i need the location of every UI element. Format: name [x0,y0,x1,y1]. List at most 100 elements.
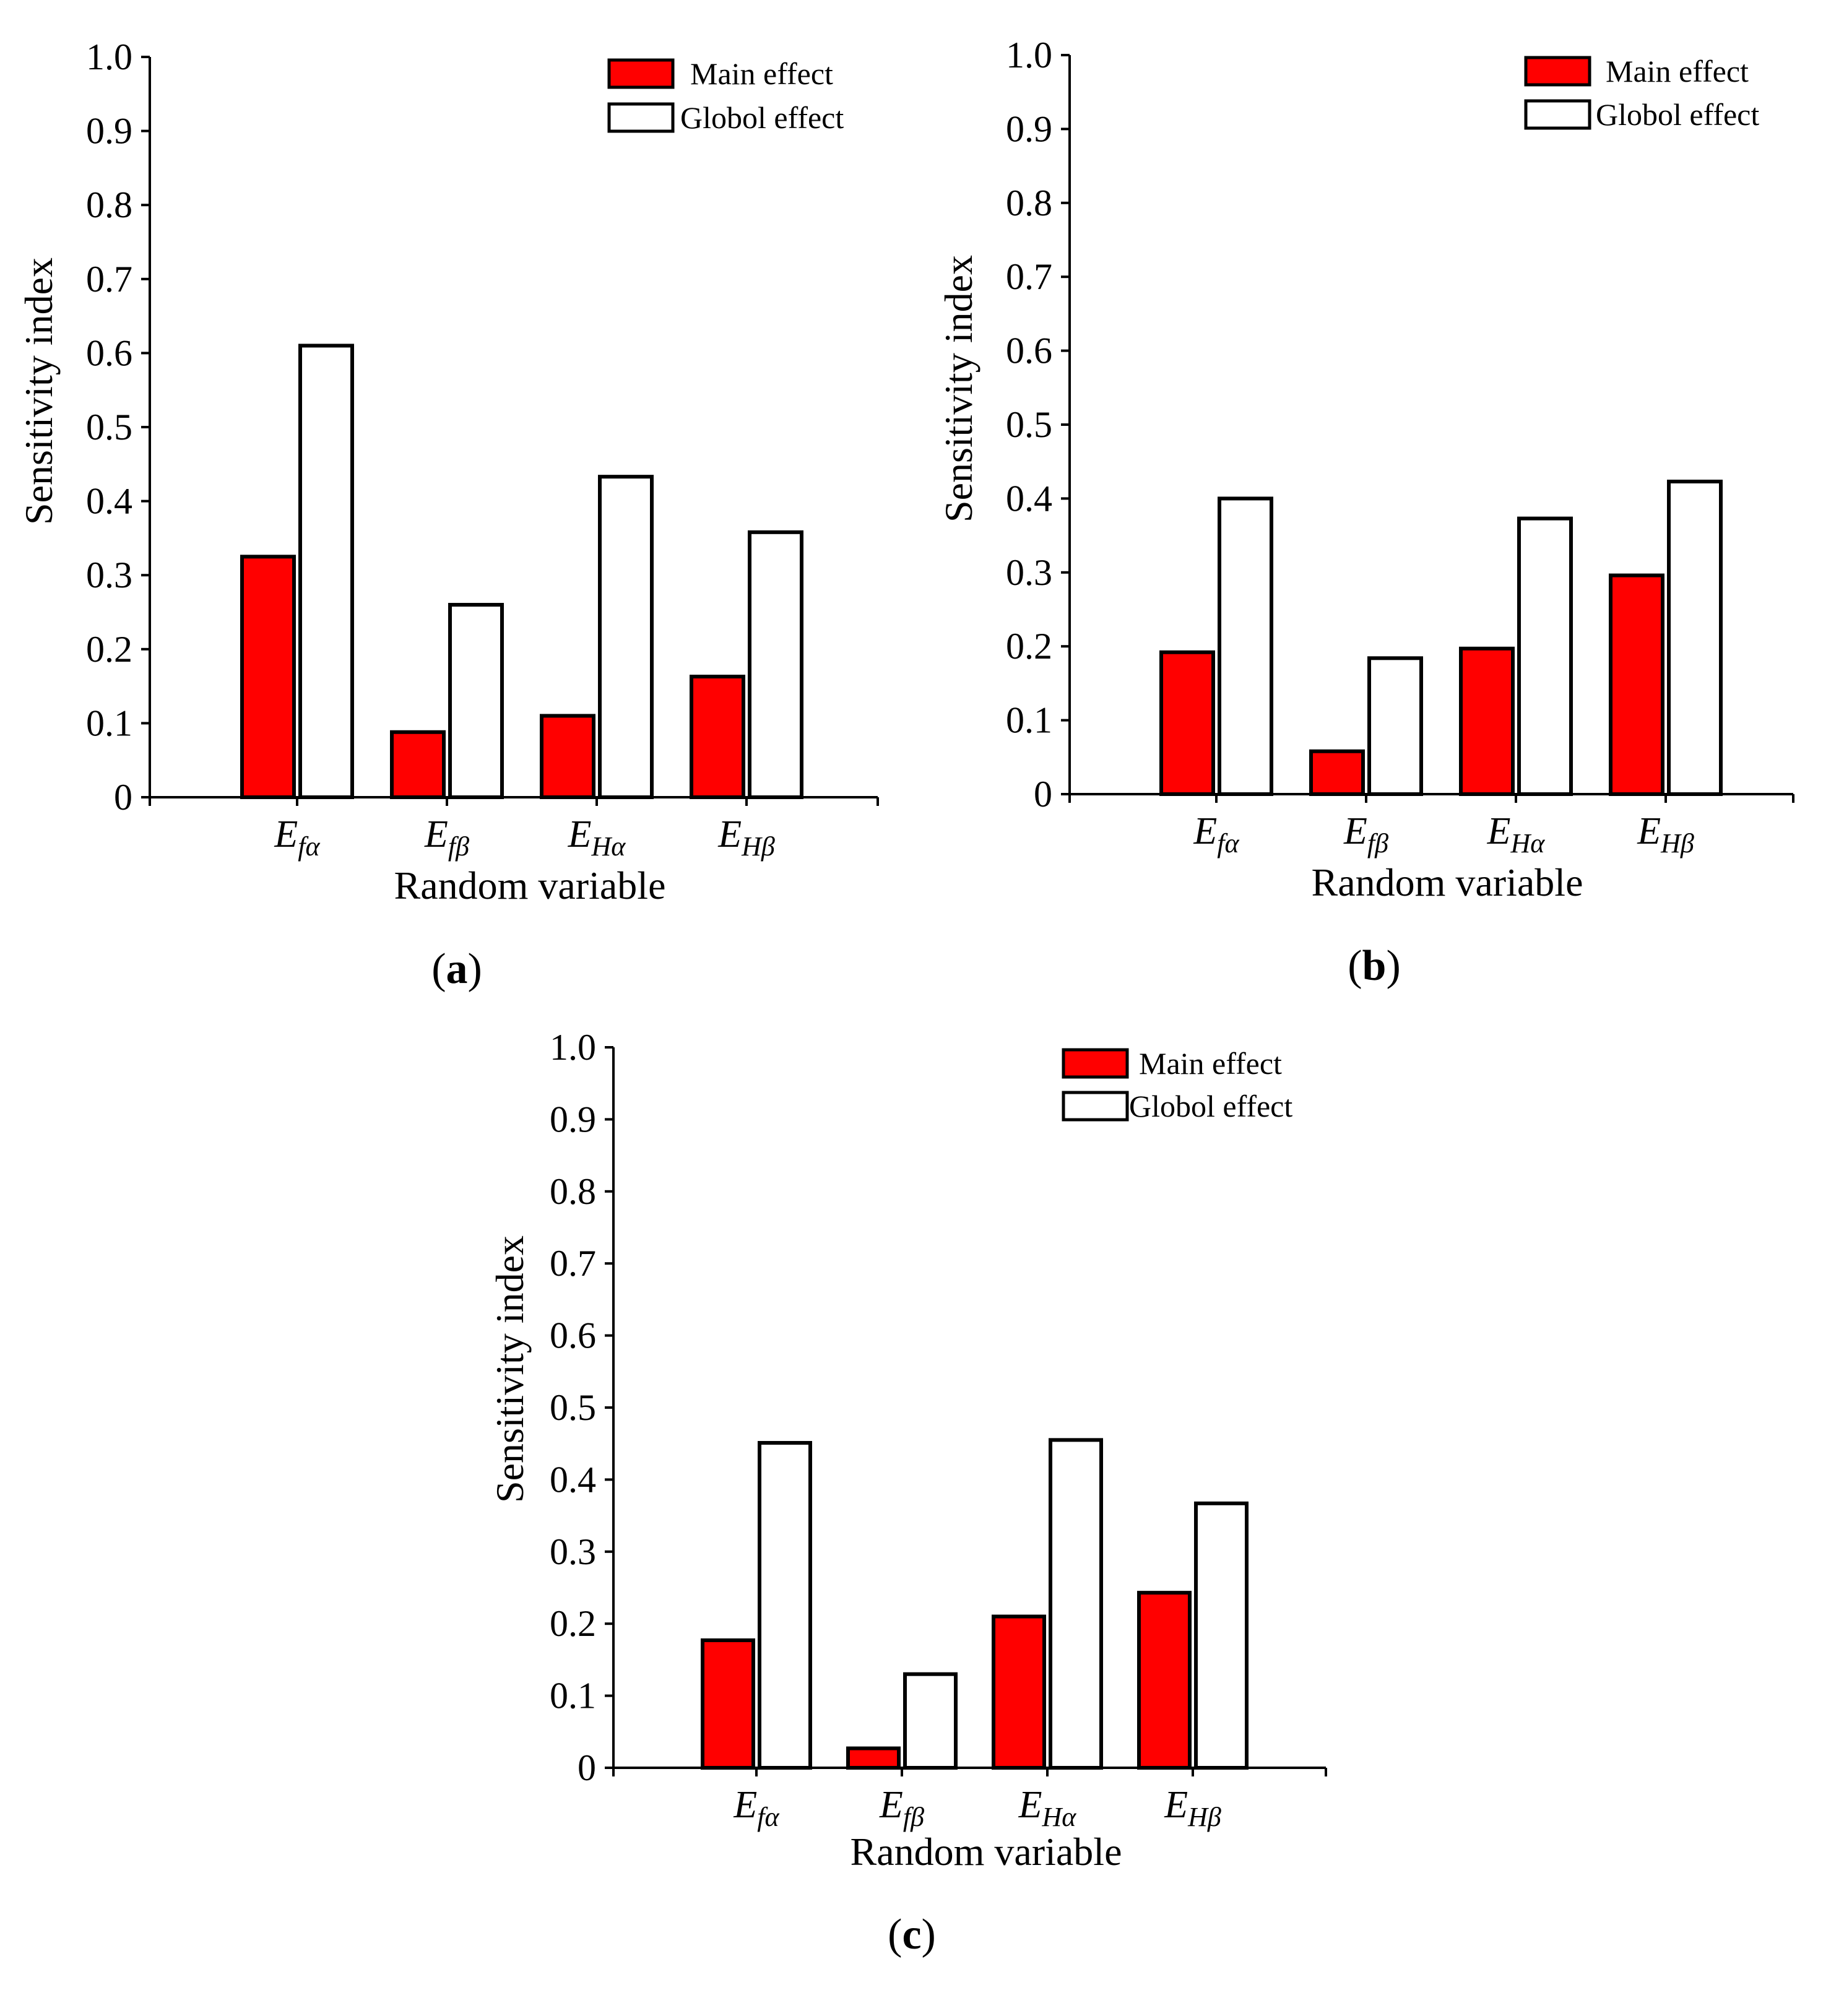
legend-swatch-global-effect [1524,99,1591,130]
category-label-subscript: fα [757,1802,779,1832]
y-tick-label: 0 [578,1747,596,1788]
x-axis-title: Random variable [851,1830,1122,1874]
y-tick-label: 1.0 [550,1027,596,1068]
panel-label-close: ) [1386,942,1400,990]
bar-global-effect [1667,479,1723,796]
y-tick-label: 0.1 [1006,700,1052,741]
y-axis-title: Sensitivity index [488,1235,532,1503]
y-ticks: 0 0.1 0.2 0.3 0.4 0.5 0.6 0.7 0.8 0.9 1.0 [550,1027,613,1788]
bar-global-effect [1049,1438,1103,1770]
y-tick-label: 0.2 [1006,626,1052,667]
panel-label-letter: b [1362,942,1387,990]
chart-panel-a: 00.10.20.30.40.50.60.70.80.91.0 Efα Efβ EH… [17,37,879,993]
category-label: Efβ [1343,810,1388,859]
category-label-base: E [424,813,448,855]
legend-label-global-effect: Globol effect [1596,97,1759,132]
panel-label-open: ( [431,945,446,993]
category-label-base: E [1164,1784,1188,1826]
legend-label-main-effect: Main effect [1606,54,1749,89]
y-tick-label: 0.9 [1006,108,1052,149]
category-label-subscript: Hβ [741,831,775,862]
y-tick-label: 0.9 [550,1099,596,1140]
panel-label-close: ) [922,1911,936,1958]
bar-global-effect [1218,496,1273,797]
y-tick-label: 0.4 [1006,478,1052,519]
legend-label-main-effect: Main effect [690,56,833,91]
category-label: Efα [733,1784,779,1832]
y-axis-title: Sensitivity index [17,257,61,525]
category-label: EHα [1018,1784,1077,1832]
bars [1159,479,1723,797]
category-label-base: E [1343,810,1367,852]
y-tick-label: 0.6 [550,1315,596,1356]
y-tick-label: 0.5 [86,407,132,448]
y-tick-label: 0.8 [86,184,132,225]
bar-global-effect [758,1441,812,1770]
x-axis-title: Random variable [1312,860,1583,904]
y-tick-label: 1.0 [1006,35,1052,76]
y-tick-label: 0.3 [1006,552,1052,593]
x-ticks [1068,794,1794,803]
category-label: EHβ [717,813,775,862]
bar-global-effect [598,475,654,799]
category-label: Efβ [879,1784,924,1832]
y-axis-title: Sensitivity index [937,255,980,522]
category-label: EHα [568,813,626,862]
legend-label-global-effect: Globol effect [680,100,844,135]
bar-main-effect [1609,573,1664,796]
legend: Main effect Globol effect [1524,54,1759,132]
category-labels: Efα Efβ EHα EHβ [733,1784,1221,1832]
category-label-base: E [733,1784,757,1826]
x-ticks [149,797,879,806]
category-label-base: E [1193,810,1217,852]
y-tick-label: 0.7 [1006,256,1052,297]
y-tick-label: 0.6 [1006,331,1052,371]
bar-main-effect [846,1746,901,1770]
category-label-subscript: fα [298,831,320,862]
panel-label-letter: c [902,1911,921,1958]
legend-label-global-effect: Globol effect [1129,1089,1292,1123]
category-label-subscript: fα [1217,828,1239,859]
legend-swatch-global-effect [1062,1091,1129,1122]
category-labels: Efα Efβ EHα EHβ [1193,810,1694,859]
bar-main-effect [690,675,745,799]
legend-swatch-main-effect [607,58,675,89]
legend-swatch-global-effect [607,102,675,133]
panel-label-c: (c) [888,1911,936,1958]
y-tick-label: 0.8 [550,1171,596,1212]
legend: Main effect Globol effect [1062,1046,1292,1123]
bar-main-effect [1459,646,1515,796]
bar-global-effect [1367,656,1423,796]
bar-main-effect [1159,650,1215,796]
category-label-base: E [568,813,592,855]
bars [701,1438,1249,1770]
category-labels: Efα Efβ EHα EHβ [274,813,774,862]
category-label: EHβ [1164,1784,1221,1832]
y-tick-label: 0.6 [86,332,132,373]
category-label-base: E [274,813,298,855]
y-tick-label: 0.5 [1006,404,1052,445]
bar-main-effect [240,555,296,799]
bar-global-effect [298,344,354,799]
y-ticks: 0 0.1 0.2 0.3 0.4 0.5 0.6 0.7 0.8 0.9 1.0 [86,37,150,818]
y-tick-label: 0.3 [550,1531,596,1572]
y-tick-label: 0.7 [86,259,132,300]
panel-label-open: ( [888,1911,902,1958]
panel-label-letter: a [446,945,468,993]
bar-main-effect [701,1638,755,1770]
bar-global-effect [1194,1501,1249,1770]
y-tick-label: 0.5 [550,1387,596,1428]
legend-label-main-effect: Main effect [1139,1046,1282,1081]
category-label: Efβ [424,813,469,862]
category-label-base: E [1018,1784,1042,1826]
bar-global-effect [903,1672,958,1770]
category-label-base: E [717,813,742,855]
bar-global-effect [748,530,803,799]
bars [240,344,803,799]
y-tick-label: 0.3 [86,555,132,595]
y-tick-label: 0.4 [86,481,132,522]
panel-label-close: ) [468,945,482,993]
category-label: EHα [1487,810,1546,859]
bar-main-effect [1309,749,1365,797]
